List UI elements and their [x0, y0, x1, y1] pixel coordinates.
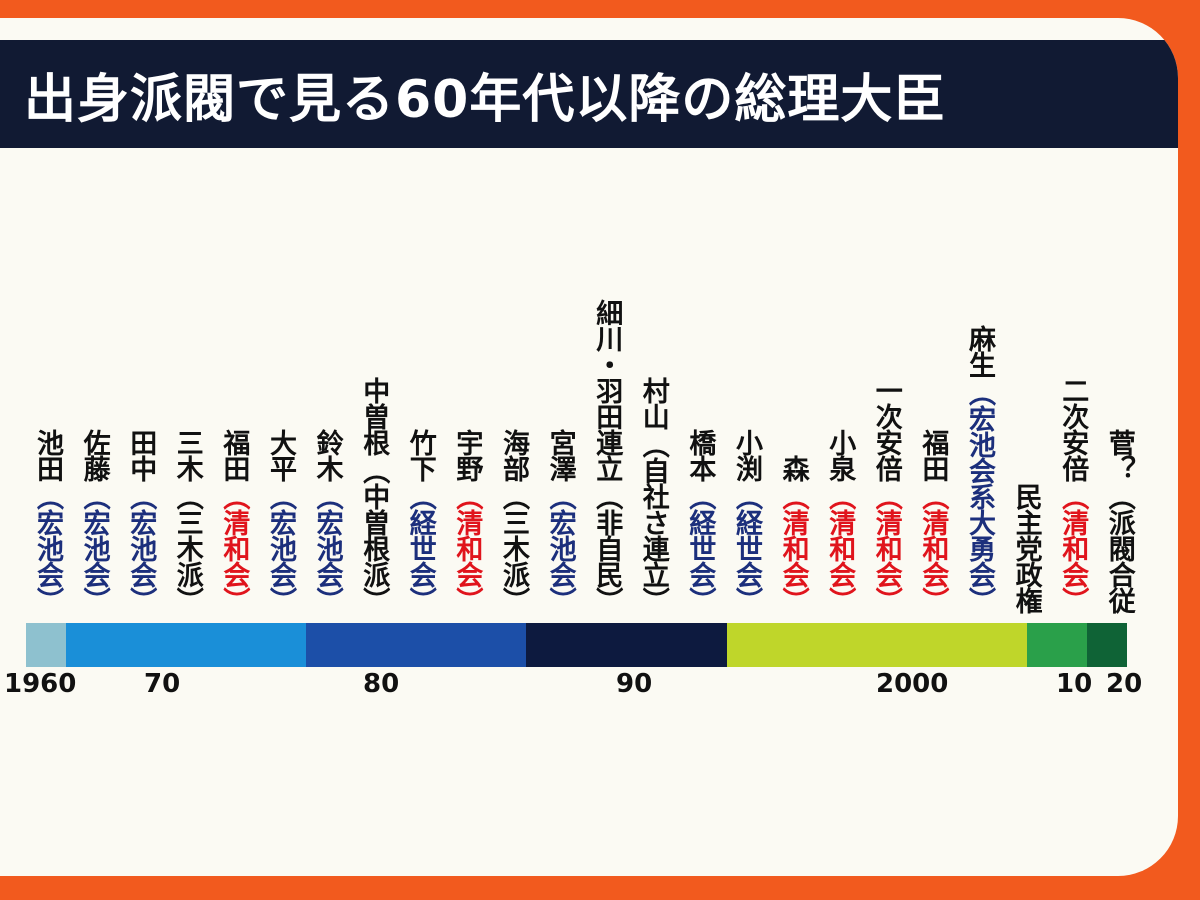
pm-name: 一次安倍	[870, 377, 902, 481]
pm-column: 佐藤 （宏池会）	[73, 429, 115, 613]
pm-column: 菅？ （派閥合従	[1098, 429, 1140, 613]
timeline-tick-label: 2000	[876, 669, 949, 699]
pm-column: 民主党政権	[1005, 483, 1047, 613]
timeline-segment	[26, 623, 67, 667]
pm-name: 菅？	[1103, 429, 1135, 481]
pm-column: 海部 （三木派）	[492, 429, 534, 613]
prime-minister-columns: 池田 （宏池会） 佐藤 （宏池会） 田中 （宏池会） 三木 （三木派） 福田 （清和会） 大平 （宏池…	[0, 218, 1178, 613]
page-title: 出身派閥で見る60年代以降の総理大臣	[24, 69, 947, 130]
timeline-segment	[1026, 623, 1087, 667]
pm-faction: （宏池会）	[125, 483, 157, 613]
pm-column: 中曽根 （中曽根派）	[352, 377, 394, 613]
pm-name: 鈴木	[311, 429, 343, 481]
pm-name: 福田	[218, 429, 250, 481]
pm-name: 佐藤	[78, 429, 110, 481]
pm-column: 二次安倍 （清和会）	[1051, 377, 1093, 613]
pm-column: 麻生 （宏池会系大勇会）	[958, 325, 1000, 613]
title-bar: 出身派閥で見る60年代以降の総理大臣	[0, 40, 1178, 148]
pm-faction: （宏池会）	[32, 483, 63, 613]
timeline-segment	[726, 623, 1027, 667]
pm-column: 福田 （清和会）	[212, 429, 254, 613]
pm-faction: （宏池会）	[78, 483, 110, 613]
timeline-tick-label: 70	[144, 669, 181, 699]
timeline-tick-label: 80	[363, 669, 400, 699]
pm-column: 福田 （清和会）	[911, 429, 953, 613]
pm-name: 大平	[265, 429, 296, 481]
pm-faction: （宏池会系大勇会）	[964, 379, 995, 613]
pm-faction: （非自民）	[591, 483, 623, 613]
timeline-tick-label: 20	[1106, 669, 1143, 699]
pm-column: 田中 （宏池会）	[119, 429, 161, 613]
pm-column: 小泉 （清和会）	[818, 429, 860, 613]
chart-board: 出身派閥で見る60年代以降の総理大臣 池田 （宏池会） 佐藤 （宏池会） 田中 （宏池会）…	[0, 18, 1178, 876]
timeline-bar	[26, 623, 1127, 667]
pm-faction: （清和会）	[870, 483, 902, 613]
pm-faction: （三木派）	[171, 483, 203, 613]
pm-name: 二次安倍	[1057, 377, 1089, 481]
pm-column: 宮澤 （宏池会）	[539, 429, 581, 613]
pm-column: 村山 （自社さ連立）	[632, 377, 674, 613]
pm-name: 中曽根	[358, 377, 390, 455]
pm-name: 三木	[171, 429, 203, 481]
pm-faction: （清和会）	[777, 483, 809, 613]
pm-name: 橋本	[684, 429, 716, 481]
timeline-tick-label: 90	[616, 669, 653, 699]
pm-name: 村山	[637, 377, 669, 429]
pm-faction: （清和会）	[1057, 483, 1089, 613]
pm-column: 大平 （宏池会）	[259, 429, 301, 613]
pm-faction: （宏池会）	[311, 483, 343, 613]
pm-name: 海部	[498, 429, 529, 481]
pm-column: 鈴木 （宏池会）	[306, 429, 348, 613]
pm-column: 池田 （宏池会）	[26, 429, 68, 613]
pm-faction: （経世会）	[731, 483, 762, 613]
pm-name: 宮澤	[544, 429, 576, 481]
timeline-segment	[66, 623, 307, 667]
pm-faction: （経世会）	[404, 483, 436, 613]
pm-column: 橋本 （経世会）	[678, 429, 720, 613]
pm-name: 森	[777, 455, 809, 481]
pm-name: 小泉	[824, 429, 856, 481]
pm-name: 田中	[125, 429, 157, 481]
pm-faction: （三木派）	[498, 483, 529, 613]
timeline-tick-label: 1960	[4, 669, 77, 699]
pm-column: 宇野 （清和会）	[445, 429, 487, 613]
pm-faction: （宏池会）	[265, 483, 296, 613]
pm-faction: （経世会）	[684, 483, 716, 613]
pm-name: 民主党政権	[1010, 483, 1042, 613]
pm-faction: （清和会）	[824, 483, 856, 613]
pm-faction: （清和会）	[451, 483, 483, 613]
timeline-segment	[1086, 623, 1127, 667]
pm-name: 竹下	[404, 429, 436, 481]
pm-column: 細川・羽田連立 （非自民）	[585, 299, 627, 613]
pm-faction: （自社さ連立）	[637, 431, 669, 613]
pm-column: 竹下 （経世会）	[399, 429, 441, 613]
pm-name: 福田	[917, 429, 949, 481]
pm-name: 池田	[32, 429, 63, 481]
pm-faction: （派閥合従	[1103, 483, 1135, 613]
pm-name: 細川・羽田連立	[591, 299, 623, 481]
pm-faction: （清和会）	[218, 483, 250, 613]
timeline-tick-label: 10	[1056, 669, 1093, 699]
pm-column: 森（清和会）	[772, 455, 814, 613]
pm-faction: （宏池会）	[544, 483, 576, 613]
pm-faction: （清和会）	[917, 483, 949, 613]
pm-faction: （中曽根派）	[358, 457, 390, 613]
pm-column: 一次安倍 （清和会）	[865, 377, 907, 613]
pm-column: 三木 （三木派）	[166, 429, 208, 613]
pm-name: 小渕	[731, 429, 762, 481]
pm-name: 宇野	[451, 429, 483, 481]
timeline-segment	[526, 623, 727, 667]
pm-name: 麻生	[964, 325, 995, 377]
pm-column: 小渕 （経世会）	[725, 429, 767, 613]
timeline-segment	[306, 623, 527, 667]
